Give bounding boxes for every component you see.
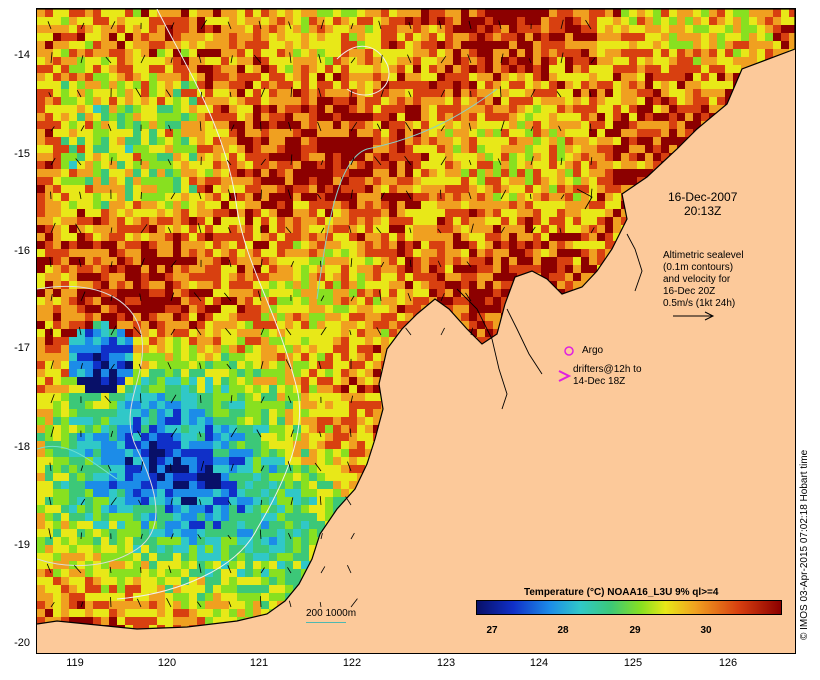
colorbar-tick: 28: [557, 625, 569, 636]
y-tick-label: -19: [14, 539, 30, 551]
colorbar-tick: 30: [700, 625, 712, 636]
x-tick-label: 124: [529, 657, 549, 669]
depth-scale-line: [306, 622, 346, 623]
temperature-colorbar: [476, 600, 782, 615]
altimetry-note-line: and velocity for: [663, 274, 731, 285]
x-tick-label: 126: [718, 657, 738, 669]
argo-marker: [564, 346, 574, 356]
argo-label: Argo: [582, 345, 604, 356]
y-tick-label: -18: [14, 441, 30, 453]
imos-credit: © IMOS 03-Apr-2015 07:02:18 Hobart time: [799, 449, 810, 640]
sealevel-contours: [37, 9, 498, 600]
altimetry-note-line: (0.1m contours): [663, 262, 734, 273]
altimetry-note-line: 16-Dec 20Z: [663, 286, 716, 297]
sst-field: [37, 9, 795, 653]
y-tick-label: -20: [14, 637, 30, 649]
colorbar-tick: 27: [486, 625, 498, 636]
drifters-label-line1: drifters@12h to: [573, 364, 642, 375]
y-tick-label: -15: [14, 148, 30, 160]
drifter-marker: [558, 370, 572, 382]
colorbar-title: Temperature (°C) NOAA16_L3U 9% ql>=4: [524, 587, 719, 598]
island-outlines: [456, 188, 643, 410]
x-tick-label: 119: [66, 657, 84, 669]
velocity-key-arrow: [673, 311, 715, 321]
x-tick-label: 120: [157, 657, 177, 669]
drifters-label-line2: 14-Dec 18Z: [573, 376, 626, 387]
timestamp-time: 20:13Z: [684, 204, 722, 218]
x-tick-label: 123: [436, 657, 456, 669]
depth-scale-label: 200 1000m: [306, 608, 357, 619]
altimetry-note-line: 0.5m/s (1kt 24h): [663, 298, 736, 309]
coastline: [37, 9, 795, 630]
colorbar-tick: 29: [629, 625, 641, 636]
timestamp-date: 16-Dec-2007: [668, 190, 738, 204]
image-timestamp: 16-Dec-2007 20:13Z: [668, 190, 737, 218]
y-tick-label: -14: [14, 49, 30, 61]
sst-map: [36, 8, 796, 654]
y-tick-label: -17: [14, 342, 30, 354]
x-tick-label: 122: [342, 657, 362, 669]
x-tick-label: 121: [249, 657, 269, 669]
velocity-vectors: [46, 19, 596, 608]
x-tick-label: 125: [623, 657, 643, 669]
altimetry-note-line: Altimetric sealevel: [663, 250, 744, 261]
altimetry-note: Altimetric sealevel (0.1m contours) and …: [663, 250, 744, 310]
y-tick-label: -16: [14, 245, 30, 257]
